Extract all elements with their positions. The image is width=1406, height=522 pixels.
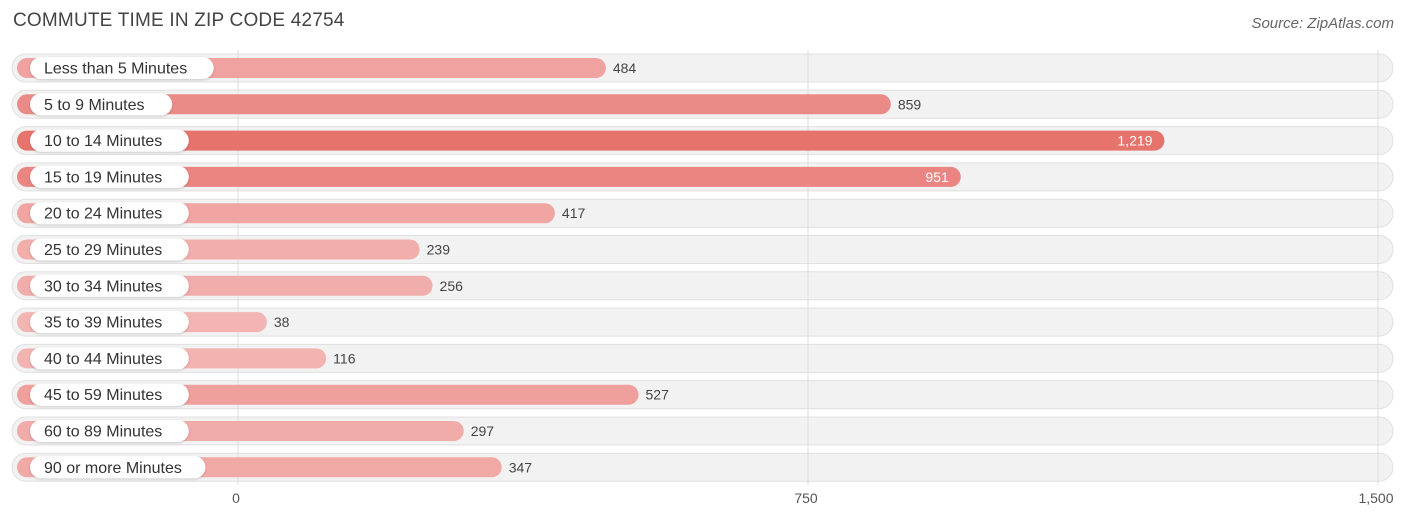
category-pill xyxy=(30,93,173,116)
x-tick-label: 0 xyxy=(232,490,240,506)
chart-title: COMMUTE TIME IN ZIP CODE 42754 xyxy=(13,10,345,31)
category-label: 5 to 9 Minutes xyxy=(44,97,145,114)
category-pill xyxy=(30,311,189,334)
category-pill xyxy=(30,347,189,370)
row-track xyxy=(11,343,1394,373)
category-pill xyxy=(30,202,189,225)
value-label: 38 xyxy=(274,314,290,330)
category-label: 60 to 89 Minutes xyxy=(44,424,162,441)
category-label: 35 to 39 Minutes xyxy=(44,315,162,332)
category-pill xyxy=(30,57,214,79)
category-label: 90 or more Minutes xyxy=(44,460,182,477)
bar[interactable] xyxy=(17,130,1165,151)
category-label: 20 to 24 Minutes xyxy=(44,206,162,223)
category-pill xyxy=(30,456,206,479)
value-label: 859 xyxy=(898,96,922,112)
category-label: 25 to 29 Minutes xyxy=(44,242,162,259)
category-label: Less than 5 Minutes xyxy=(44,61,187,78)
value-label: 239 xyxy=(427,242,451,258)
category-pill xyxy=(30,274,189,297)
category-pill xyxy=(30,383,189,406)
value-label: 417 xyxy=(562,205,586,221)
category-pill xyxy=(30,238,189,261)
category-pill xyxy=(30,420,189,442)
category-pill xyxy=(30,129,189,152)
category-label: 15 to 19 Minutes xyxy=(44,169,162,186)
row-track xyxy=(11,307,1394,337)
bar[interactable] xyxy=(17,94,891,115)
value-label: 297 xyxy=(471,423,495,439)
value-label: 116 xyxy=(333,350,356,366)
x-tick-label: 750 xyxy=(794,490,818,506)
value-label: 256 xyxy=(440,278,464,294)
x-tick-label: 1,500 xyxy=(1358,490,1393,506)
category-pill xyxy=(30,165,189,188)
value-label: 347 xyxy=(509,459,533,475)
bar[interactable] xyxy=(17,166,961,187)
value-label: 1,219 xyxy=(1117,133,1152,149)
value-label: 951 xyxy=(925,169,949,185)
category-label: 45 to 59 Minutes xyxy=(44,387,162,404)
category-label: 10 to 14 Minutes xyxy=(44,133,162,150)
source-note: Source: ZipAtlas.com xyxy=(1251,15,1394,32)
value-label: 484 xyxy=(613,60,637,76)
value-label: 527 xyxy=(646,387,670,403)
category-label: 40 to 44 Minutes xyxy=(44,351,162,368)
category-label: 30 to 34 Minutes xyxy=(44,278,162,295)
